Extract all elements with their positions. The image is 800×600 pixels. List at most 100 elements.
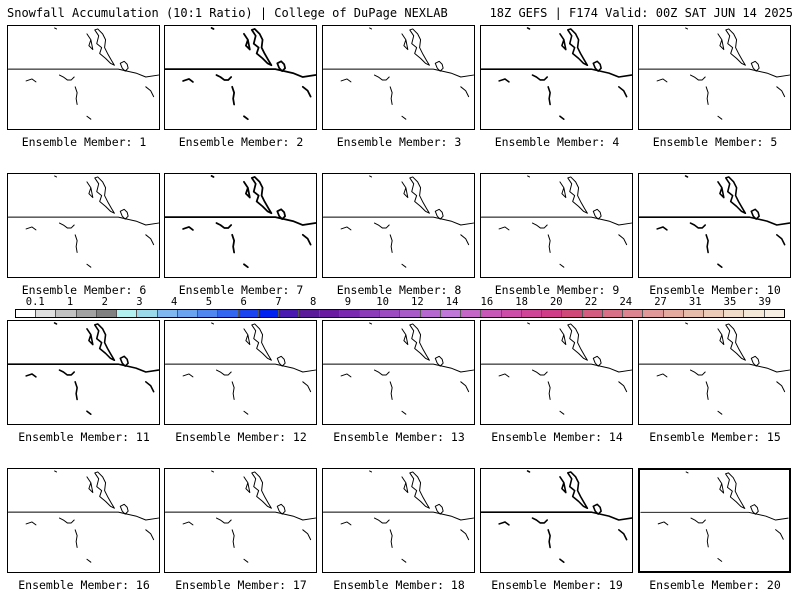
color-scale-segment xyxy=(724,310,745,317)
color-scale-segment xyxy=(380,310,401,317)
ensemble-member-panel[interactable] xyxy=(322,320,475,425)
ensemble-member-panel[interactable] xyxy=(480,25,633,130)
color-scale-segment xyxy=(481,310,502,317)
color-scale-segment xyxy=(501,310,522,317)
ensemble-member-label: Ensemble Member: 16 xyxy=(18,578,150,592)
color-scale-tick-label: 24 xyxy=(619,296,633,308)
color-scale-bar xyxy=(15,309,785,318)
ensemble-member-label: Ensemble Member: 4 xyxy=(494,135,620,149)
ensemble-member-panel[interactable] xyxy=(322,173,475,278)
color-scale-segment xyxy=(157,310,178,317)
color-scale-segment xyxy=(703,310,725,317)
ensemble-member-panel[interactable] xyxy=(7,25,160,130)
color-scale-segment xyxy=(440,310,462,317)
map-outline xyxy=(8,470,159,563)
ensemble-member-label: Ensemble Member: 8 xyxy=(336,283,462,297)
ensemble-member-panel[interactable] xyxy=(638,25,791,130)
color-scale-segment xyxy=(359,310,381,317)
ensemble-member-label: Ensemble Member: 14 xyxy=(491,430,623,444)
color-scale-segment xyxy=(198,310,219,317)
ensemble-member-label: Ensemble Member: 11 xyxy=(18,430,150,444)
ensemble-member-label: Ensemble Member: 2 xyxy=(178,135,304,149)
map-outline xyxy=(481,175,632,268)
ensemble-member-label: Ensemble Member: 12 xyxy=(175,430,307,444)
map-outline xyxy=(481,470,632,563)
map-outline xyxy=(323,470,474,563)
map-outline xyxy=(640,471,789,562)
ensemble-member-label: Ensemble Member: 9 xyxy=(494,283,620,297)
color-scale-segment xyxy=(218,310,239,317)
map-outline xyxy=(639,322,790,415)
ensemble-member-label: Ensemble Member: 18 xyxy=(333,578,465,592)
ensemble-member-panel[interactable] xyxy=(164,320,317,425)
color-scale-tick-label: 12 xyxy=(411,296,424,308)
ensemble-member-panel[interactable] xyxy=(638,173,791,278)
color-scale-segment xyxy=(744,310,765,317)
ensemble-member-panel[interactable] xyxy=(164,173,317,278)
color-scale-segment xyxy=(683,310,704,317)
color-scale-segment xyxy=(137,310,158,317)
ensemble-member-label: Ensemble Member: 17 xyxy=(175,578,307,592)
color-scale-tick-label: 10 xyxy=(376,296,389,308)
map-outline xyxy=(165,27,316,121)
color-scale-segment xyxy=(16,310,37,317)
color-scale-tick-label: 14 xyxy=(445,296,459,308)
map-outline xyxy=(165,470,316,563)
color-scale-segment xyxy=(96,310,118,317)
map-title: Snowfall Accumulation (10:1 Ratio) | Col… xyxy=(7,6,448,20)
color-scale-tick-label: 4 xyxy=(171,296,178,308)
ensemble-member-label: Ensemble Member: 7 xyxy=(178,283,304,297)
color-scale-segment xyxy=(36,310,57,317)
ensemble-member-panel[interactable] xyxy=(638,468,791,573)
map-outline xyxy=(481,27,632,120)
color-scale-tick-label: 16 xyxy=(480,296,494,308)
color-scale-segment xyxy=(521,310,543,317)
color-scale-tick-label: 7 xyxy=(275,296,282,308)
color-scale-segment xyxy=(117,310,138,317)
ensemble-member-panel[interactable] xyxy=(7,320,160,425)
ensemble-member-panel[interactable] xyxy=(480,173,633,278)
color-scale-segment xyxy=(643,310,664,317)
ensemble-member-label: Ensemble Member: 19 xyxy=(491,578,623,592)
color-scale-segment xyxy=(319,310,340,317)
color-scale-tick-label: 31 xyxy=(688,296,702,308)
ensemble-member-panel[interactable] xyxy=(164,25,317,130)
map-outline xyxy=(323,175,474,268)
map-outline xyxy=(165,175,316,269)
color-scale-segment xyxy=(299,310,320,317)
ensemble-member-panel[interactable] xyxy=(638,320,791,425)
ensemble-member-panel[interactable] xyxy=(7,468,160,573)
color-scale-segment xyxy=(602,310,624,317)
color-scale-segment xyxy=(420,310,441,317)
map-outline xyxy=(8,322,159,415)
color-scale-tick-label: 5 xyxy=(205,296,213,308)
color-scale-segment xyxy=(400,310,421,317)
color-scale-segment xyxy=(582,310,603,317)
color-scale-segment xyxy=(461,310,482,317)
color-scale-tick-label: 20 xyxy=(549,296,563,308)
ensemble-member-panel[interactable] xyxy=(480,468,633,573)
color-scale-tick-label: 18 xyxy=(515,296,528,308)
map-outline xyxy=(323,322,474,415)
ensemble-member-panel[interactable] xyxy=(322,468,475,573)
color-scale-tick-label: 22 xyxy=(584,296,598,308)
map-outline xyxy=(323,27,474,120)
color-scale-segment xyxy=(238,310,259,317)
ensemble-member-panel[interactable] xyxy=(322,25,475,130)
color-scale-segment xyxy=(177,310,199,317)
color-scale-tick-label: 9 xyxy=(344,296,352,308)
color-scale-segment xyxy=(56,310,77,317)
ensemble-member-label: Ensemble Member: 15 xyxy=(649,430,781,444)
color-scale-segment xyxy=(76,310,97,317)
ensemble-member-label: Ensemble Member: 13 xyxy=(333,430,465,444)
ensemble-member-panel[interactable] xyxy=(7,173,160,278)
color-scale-tick-label: 1 xyxy=(66,296,74,308)
ensemble-member-panel[interactable] xyxy=(480,320,633,425)
map-outline xyxy=(481,322,632,415)
ensemble-member-label: Ensemble Member: 10 xyxy=(649,283,781,297)
color-scale-tick-label: 39 xyxy=(758,296,772,308)
color-scale-segment xyxy=(279,310,300,317)
ensemble-member-panel[interactable] xyxy=(164,468,317,573)
run-info: 18Z GEFS | F174 Valid: 00Z SAT JUN 14 20… xyxy=(489,6,793,20)
color-scale-tick-label: 0.1 xyxy=(25,296,45,308)
